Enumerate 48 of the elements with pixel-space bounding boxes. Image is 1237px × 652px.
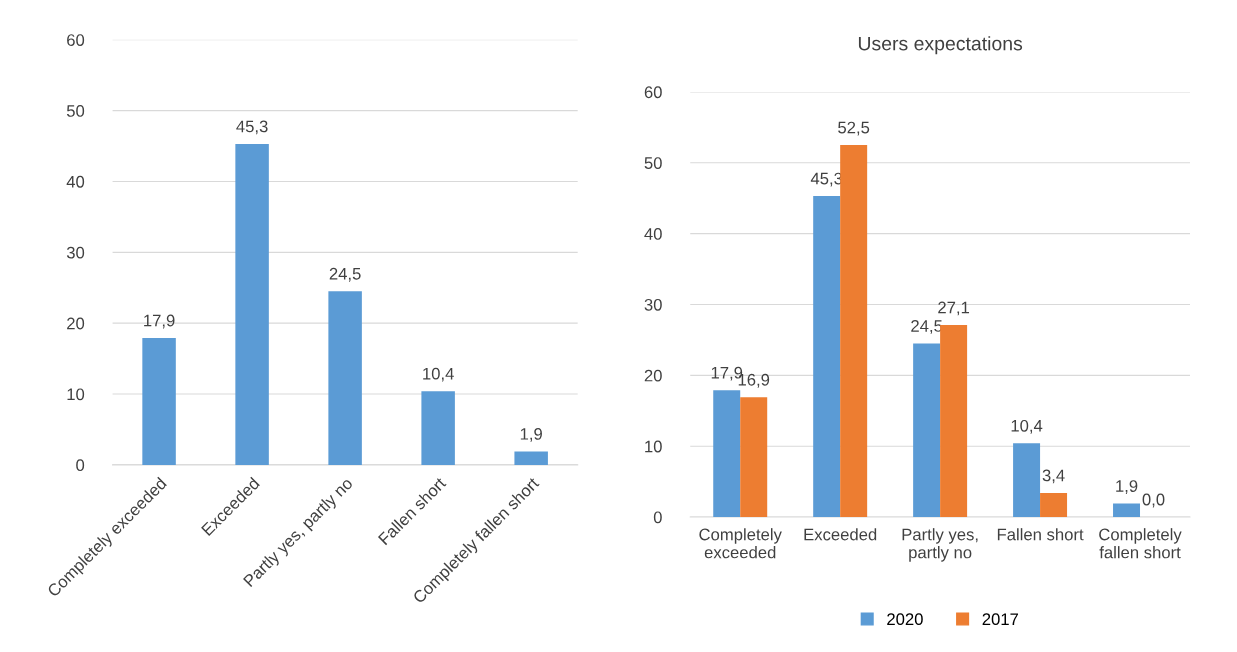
x-tick-label: Fallen short (997, 528, 1084, 541)
data-label: 1,9 (520, 427, 542, 442)
bar (740, 397, 768, 518)
x-tick-label: Exceeded (804, 528, 877, 541)
y-tick-label: 20 (67, 317, 85, 330)
y-tick-label: 20 (644, 369, 662, 382)
data-label: 17,9 (144, 314, 175, 329)
y-tick-label: 0 (76, 459, 85, 472)
y-tick-label: 10 (67, 388, 85, 401)
y-tick-label: 30 (644, 298, 662, 311)
data-label: 10,4 (423, 367, 454, 382)
bar (142, 338, 176, 465)
data-label: 27,1 (938, 301, 970, 316)
bar (913, 343, 941, 518)
bar (840, 145, 868, 518)
bar (235, 143, 269, 465)
y-tick-label: 50 (66, 105, 85, 117)
bar (421, 391, 455, 465)
data-label: 10,4 (1011, 419, 1043, 434)
y-tick-label: 60 (644, 86, 662, 99)
legend-label: 2020 (887, 613, 923, 626)
bar (713, 390, 741, 518)
bar (940, 325, 968, 518)
bar (1113, 503, 1141, 518)
x-tick-label: Completely exceeded (699, 528, 782, 559)
y-tick-label: 30 (66, 246, 85, 259)
bar (514, 451, 548, 465)
y-tick-label: 10 (645, 440, 662, 453)
data-label: 24,5 (911, 320, 943, 334)
chart-title: Users expectations (858, 36, 1023, 55)
y-tick-label: 50 (644, 157, 662, 169)
y-tick-label: 0 (653, 511, 662, 524)
data-label: 3,4 (1042, 469, 1065, 484)
y-tick-label: 60 (67, 34, 85, 46)
data-label: 1,9 (1116, 480, 1138, 494)
x-tick-label: Completely fallen short (1099, 528, 1182, 559)
bar (813, 196, 841, 518)
y-tick-label: 40 (66, 175, 85, 188)
bar (328, 291, 362, 465)
data-label: 45,3 (236, 120, 268, 135)
data-label: 24,5 (329, 267, 361, 282)
legend-label: 2017 (982, 613, 1019, 626)
data-label: 52,5 (838, 121, 870, 136)
bar (1013, 443, 1041, 518)
bar (1040, 492, 1068, 518)
y-tick-label: 40 (644, 228, 662, 240)
data-label: 0,0 (1142, 493, 1165, 508)
x-tick-label: Partly yes, partly no (902, 528, 978, 562)
